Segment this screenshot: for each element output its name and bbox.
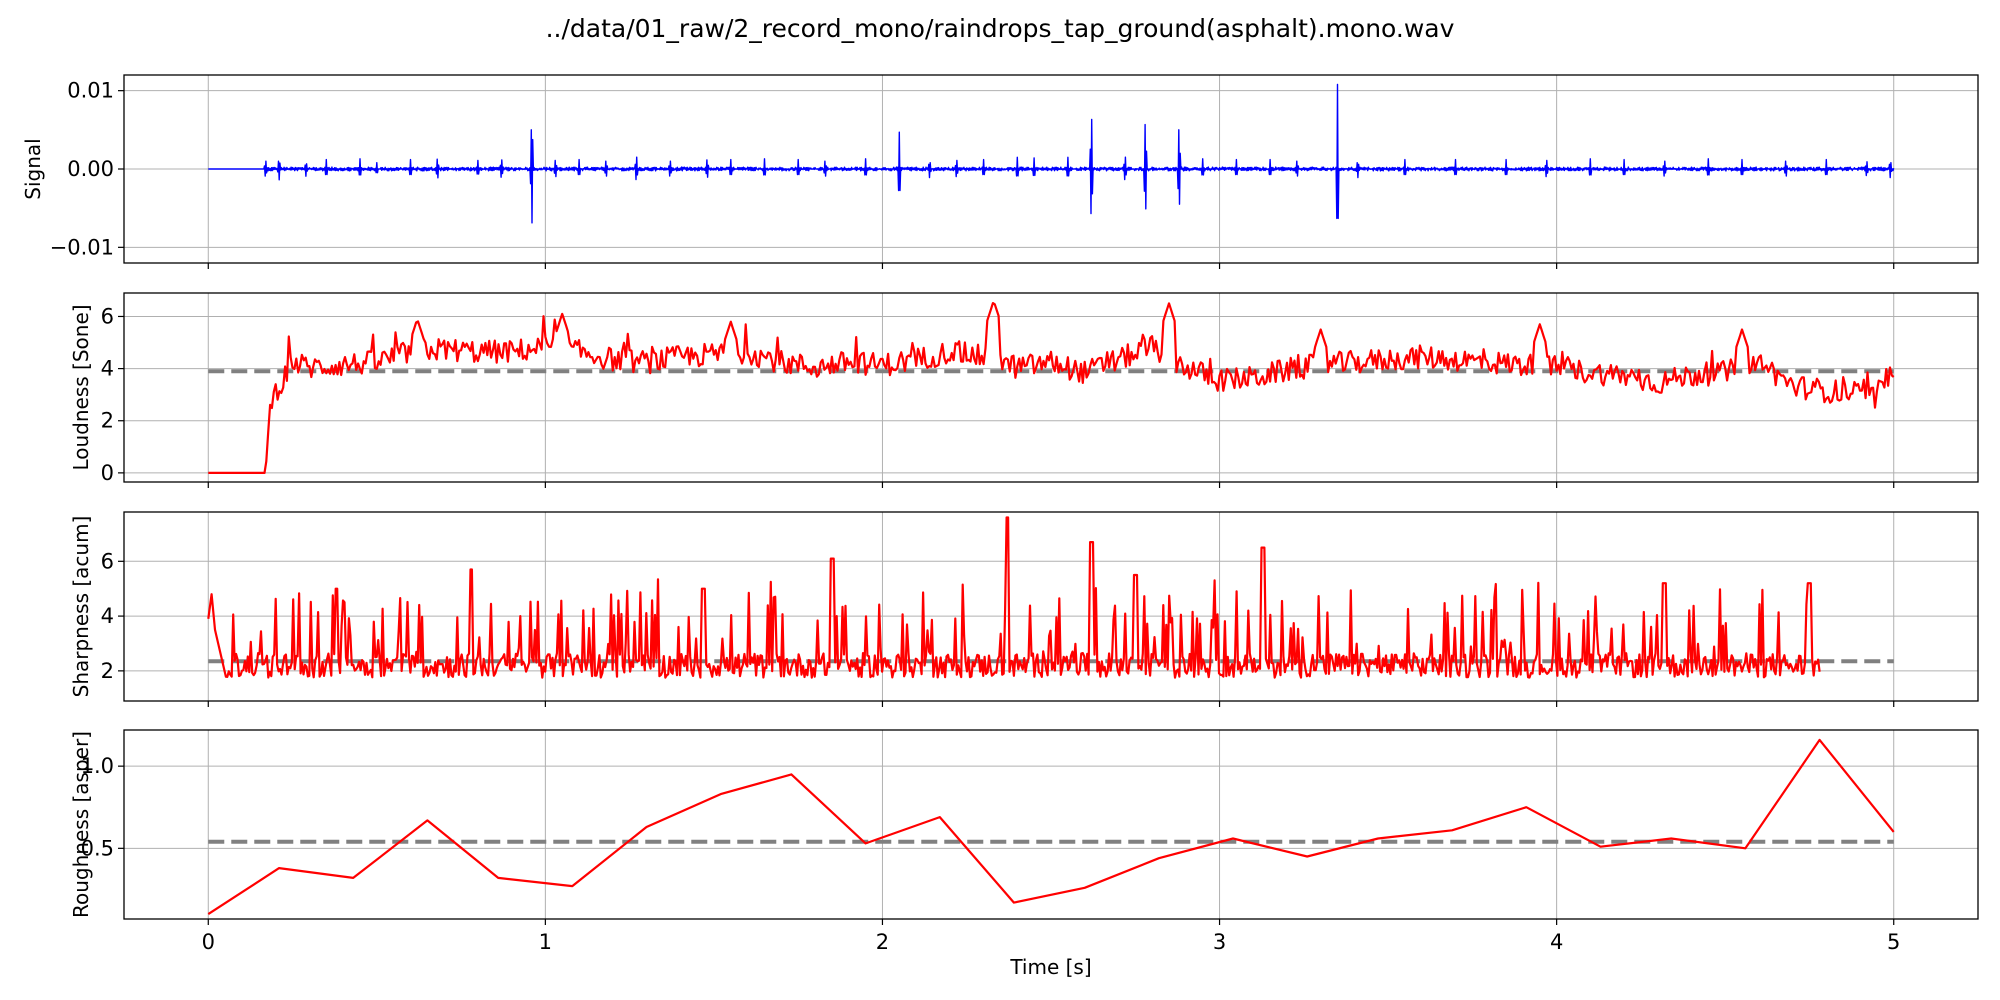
y-axis-label: Signal: [21, 138, 45, 199]
y-tick-label: −0.01: [50, 235, 114, 259]
x-tick-label: 2: [876, 930, 889, 954]
y-tick-label: 1.0: [81, 754, 114, 778]
y-axis-label: Roughness [asper]: [69, 731, 93, 918]
x-tick-label: 4: [1550, 930, 1563, 954]
panel-2: 0 2 4 6 Loudness [Sone]: [69, 292, 1979, 488]
x-axis-label: Time [s]: [1009, 955, 1091, 979]
axes-frame: [123, 729, 1979, 920]
series-line: [207, 738, 1895, 916]
x-tick-label: 0: [202, 930, 215, 954]
chart-title: ../data/01_raw/2_record_mono/raindrops_t…: [545, 14, 1455, 43]
y-tick-label: 4: [101, 357, 114, 381]
axes-frame: [123, 511, 1979, 702]
series-line: [207, 516, 1821, 679]
y-tick-label: 2: [101, 409, 114, 433]
y-tick-label: 0.00: [67, 157, 114, 181]
y-tick-label: 0.01: [67, 79, 114, 103]
y-tick-label: 0.5: [81, 836, 114, 860]
y-tick-label: 6: [101, 304, 114, 328]
panel-1: 0.01 0.00 −0.01 Signal: [21, 74, 1979, 269]
axes-frame: [123, 292, 1979, 483]
y-tick-label: 2: [101, 659, 114, 683]
y-tick-label: 4: [101, 604, 114, 628]
x-tick-label: 1: [539, 930, 552, 954]
series-line: [208, 83, 1895, 224]
y-tick-label: 6: [101, 549, 114, 573]
y-tick-label: 0: [101, 461, 114, 485]
series-line: [208, 302, 1895, 474]
y-axis-label: Sharpness [acum]: [69, 516, 93, 698]
y-axis-label: Loudness [Sone]: [69, 304, 93, 470]
x-tick-label: 5: [1887, 930, 1900, 954]
x-tick-label: 3: [1213, 930, 1226, 954]
panel-3: 2 4 6 Sharpness [acum]: [69, 511, 1979, 707]
